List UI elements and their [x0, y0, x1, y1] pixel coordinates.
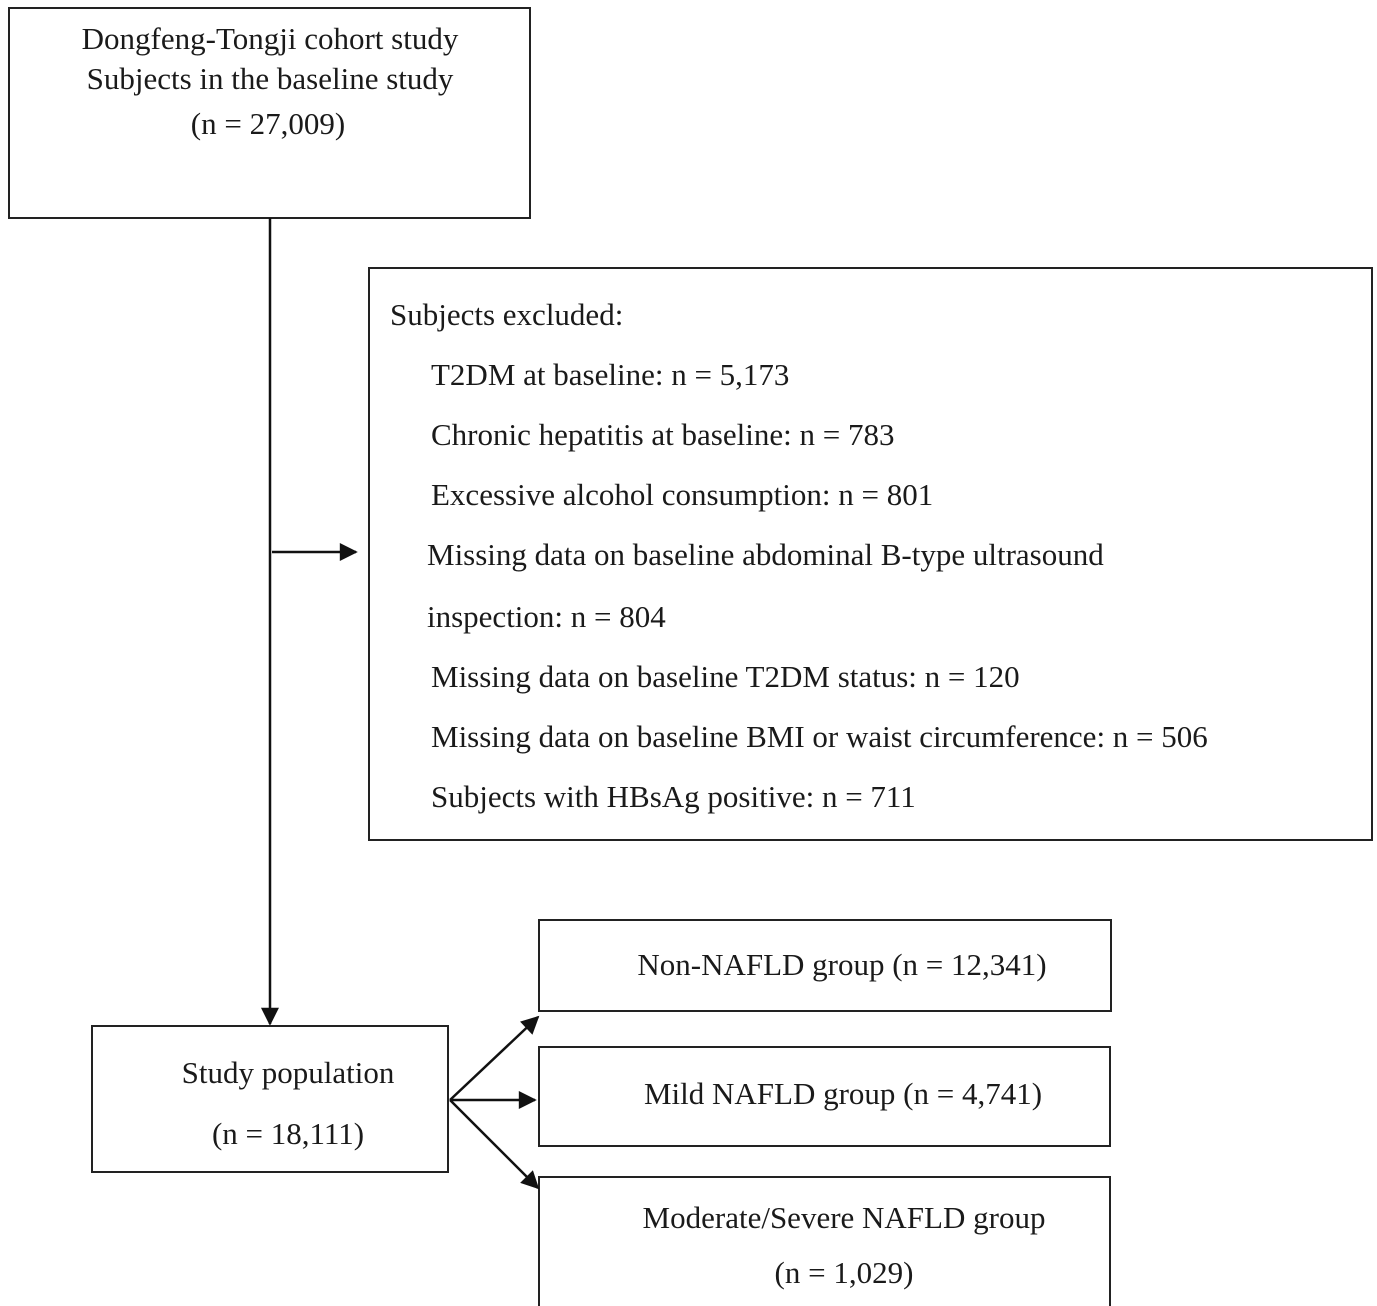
exclusion-item: inspection: n = 804 — [427, 599, 666, 634]
node-text: Dongfeng-Tongji cohort study — [82, 21, 459, 56]
node-text: Subjects in the baseline study — [87, 61, 454, 96]
arrow — [449, 1015, 540, 1101]
exclusion-item: Subjects with HBsAg positive: n = 711 — [431, 779, 916, 814]
node-text: (n = 1,029) — [775, 1255, 914, 1290]
exclusion-item: Chronic hepatitis at baseline: n = 783 — [431, 417, 894, 452]
group-box — [538, 1046, 1111, 1147]
node-text: (n = 27,009) — [191, 106, 345, 141]
population-box — [91, 1025, 449, 1173]
group-box — [538, 919, 1112, 1012]
exclusion-heading: Subjects excluded: — [390, 297, 623, 332]
arrow — [449, 1099, 540, 1190]
exclusion-item: Missing data on baseline T2DM status: n … — [431, 659, 1020, 694]
exclusion-item: Excessive alcohol consumption: n = 801 — [431, 477, 933, 512]
group-box — [538, 1176, 1111, 1306]
node-text: (n = 18,111) — [212, 1116, 364, 1151]
exclusion-item: Missing data on baseline abdominal B-typ… — [427, 537, 1104, 572]
node-text: Study population — [182, 1055, 395, 1090]
exclusion-item: Missing data on baseline BMI or waist ci… — [431, 719, 1208, 754]
node-text: Mild NAFLD group (n = 4,741) — [644, 1076, 1042, 1111]
node-text: Moderate/Severe NAFLD group — [643, 1200, 1046, 1235]
exclusion-box — [368, 267, 1373, 841]
exclusion-item: T2DM at baseline: n = 5,173 — [431, 357, 789, 392]
node-text: Non-NAFLD group (n = 12,341) — [637, 947, 1046, 982]
